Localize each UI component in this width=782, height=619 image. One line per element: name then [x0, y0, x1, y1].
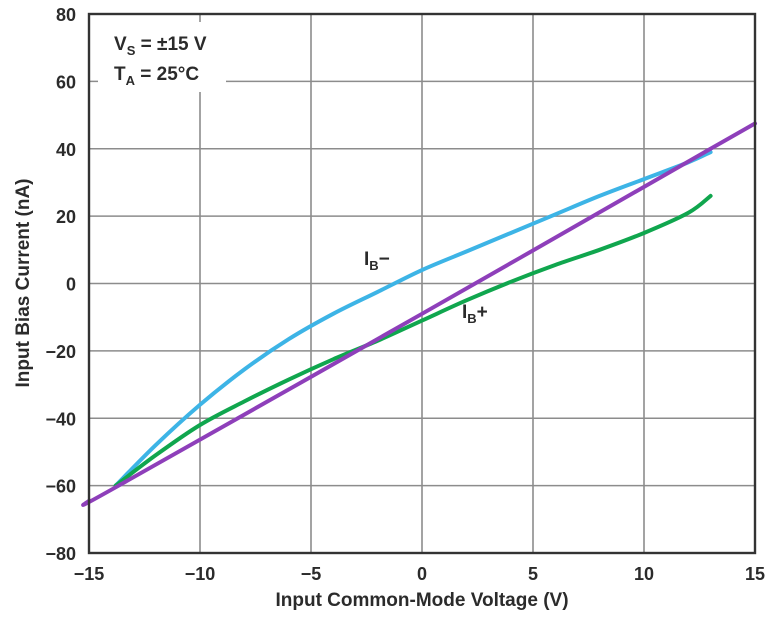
- grid: [89, 14, 755, 553]
- ib-plus-rest: +: [477, 302, 488, 323]
- y-tick-label: 40: [56, 140, 76, 160]
- series-label-ib-minus: IB−: [364, 249, 390, 273]
- y-tick-label: 60: [56, 72, 76, 92]
- x-tick-label: 0: [417, 564, 427, 584]
- x-tick-label: −10: [185, 564, 216, 584]
- plot-frame: [87, 12, 757, 555]
- vs-rest: = ±15 V: [135, 34, 206, 55]
- x-tick-label: −5: [301, 564, 322, 584]
- vs-condition: VS = ±15 V: [114, 34, 207, 58]
- x-tick-label: 15: [745, 564, 765, 584]
- series-label-ib-plus: IB+: [462, 302, 488, 326]
- ib-minus-main: I: [364, 249, 369, 270]
- ib-plus-sub: B: [467, 311, 476, 326]
- vs-sub: S: [127, 43, 136, 58]
- x-tick-label: 5: [528, 564, 538, 584]
- series-line-ib-plus-green: [113, 193, 713, 488]
- series-line-ib-minus: [113, 150, 713, 488]
- conditions-box: [98, 22, 226, 92]
- x-axis-label: Input Common-Mode Voltage (V): [275, 590, 568, 611]
- series-layer: [81, 121, 757, 508]
- ib-minus-rest: −: [379, 249, 390, 270]
- ib-plus-main: I: [462, 302, 467, 323]
- ta-rest: = 25°C: [135, 64, 199, 85]
- y-tick-label: −20: [45, 342, 76, 362]
- y-tick-label: 0: [66, 275, 76, 295]
- ta-sub: A: [126, 73, 136, 88]
- ta-condition: TA = 25°C: [114, 64, 199, 88]
- x-tick-label: 10: [634, 564, 654, 584]
- y-tick-label: 80: [56, 5, 76, 25]
- series-line-ib-plus-purple: [81, 121, 757, 508]
- vs-main: V: [114, 34, 127, 55]
- y-tick-label: −80: [45, 544, 76, 564]
- y-tick-label: −40: [45, 409, 76, 429]
- ib-minus-sub: B: [369, 258, 378, 273]
- x-tick-label: −15: [74, 564, 105, 584]
- ta-main: T: [114, 64, 126, 85]
- tick-labels: −15 −10 −5 0 5 10 15 −80 −60 −40 −20 0 20 40 60 80: [45, 5, 765, 584]
- y-tick-label: −60: [45, 477, 76, 497]
- y-tick-label: 20: [56, 207, 76, 227]
- y-axis-label: Input Bias Current (nA): [13, 179, 34, 388]
